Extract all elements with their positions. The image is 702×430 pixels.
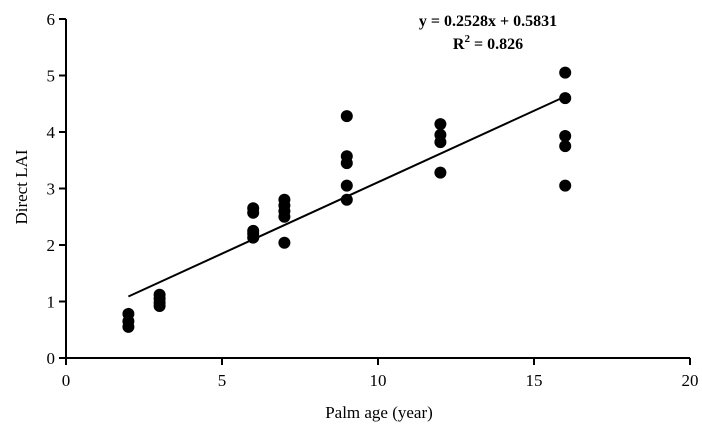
y-tick-label: 6 [47, 10, 56, 29]
data-point [340, 150, 353, 163]
data-point [340, 193, 353, 206]
data-points [122, 66, 572, 333]
data-point [559, 66, 572, 79]
data-point [340, 179, 353, 192]
r-squared-value: = 0.826 [470, 36, 523, 53]
x-axis-title: Palm age (year) [325, 403, 433, 422]
r-squared-symbol: R [453, 36, 465, 53]
y-axis-ticks: 0 1 2 3 4 5 6 [47, 10, 66, 368]
data-point [434, 166, 447, 179]
y-tick-label: 1 [47, 293, 56, 312]
y-tick-label: 4 [47, 123, 56, 142]
x-tick-label: 20 [682, 371, 699, 390]
data-point [247, 202, 260, 215]
y-axis-title: Direct LAI [12, 149, 31, 224]
x-tick-label: 0 [62, 371, 71, 390]
data-point [559, 129, 572, 142]
data-point [153, 288, 166, 301]
data-point [434, 128, 447, 141]
data-point [340, 110, 353, 123]
x-tick-label: 15 [526, 371, 543, 390]
data-point [559, 140, 572, 153]
data-point [278, 193, 291, 206]
y-tick-label: 0 [47, 349, 56, 368]
r-squared-label: R2 = 0.826 [453, 33, 523, 53]
y-tick-label: 3 [47, 180, 56, 199]
y-tick-label: 5 [47, 67, 56, 86]
regression-equation: y = 0.2528x + 0.5831 [419, 13, 557, 30]
data-point [122, 307, 135, 320]
x-tick-label: 10 [370, 371, 387, 390]
data-point [247, 224, 260, 237]
x-axis-ticks: 0 5 10 15 20 [62, 358, 699, 390]
y-tick-label: 2 [47, 236, 56, 255]
x-tick-label: 5 [218, 371, 227, 390]
data-point [559, 92, 572, 105]
data-point [559, 179, 572, 192]
data-point [434, 118, 447, 131]
r-squared-superscript: 2 [464, 33, 470, 45]
data-point [278, 236, 291, 249]
